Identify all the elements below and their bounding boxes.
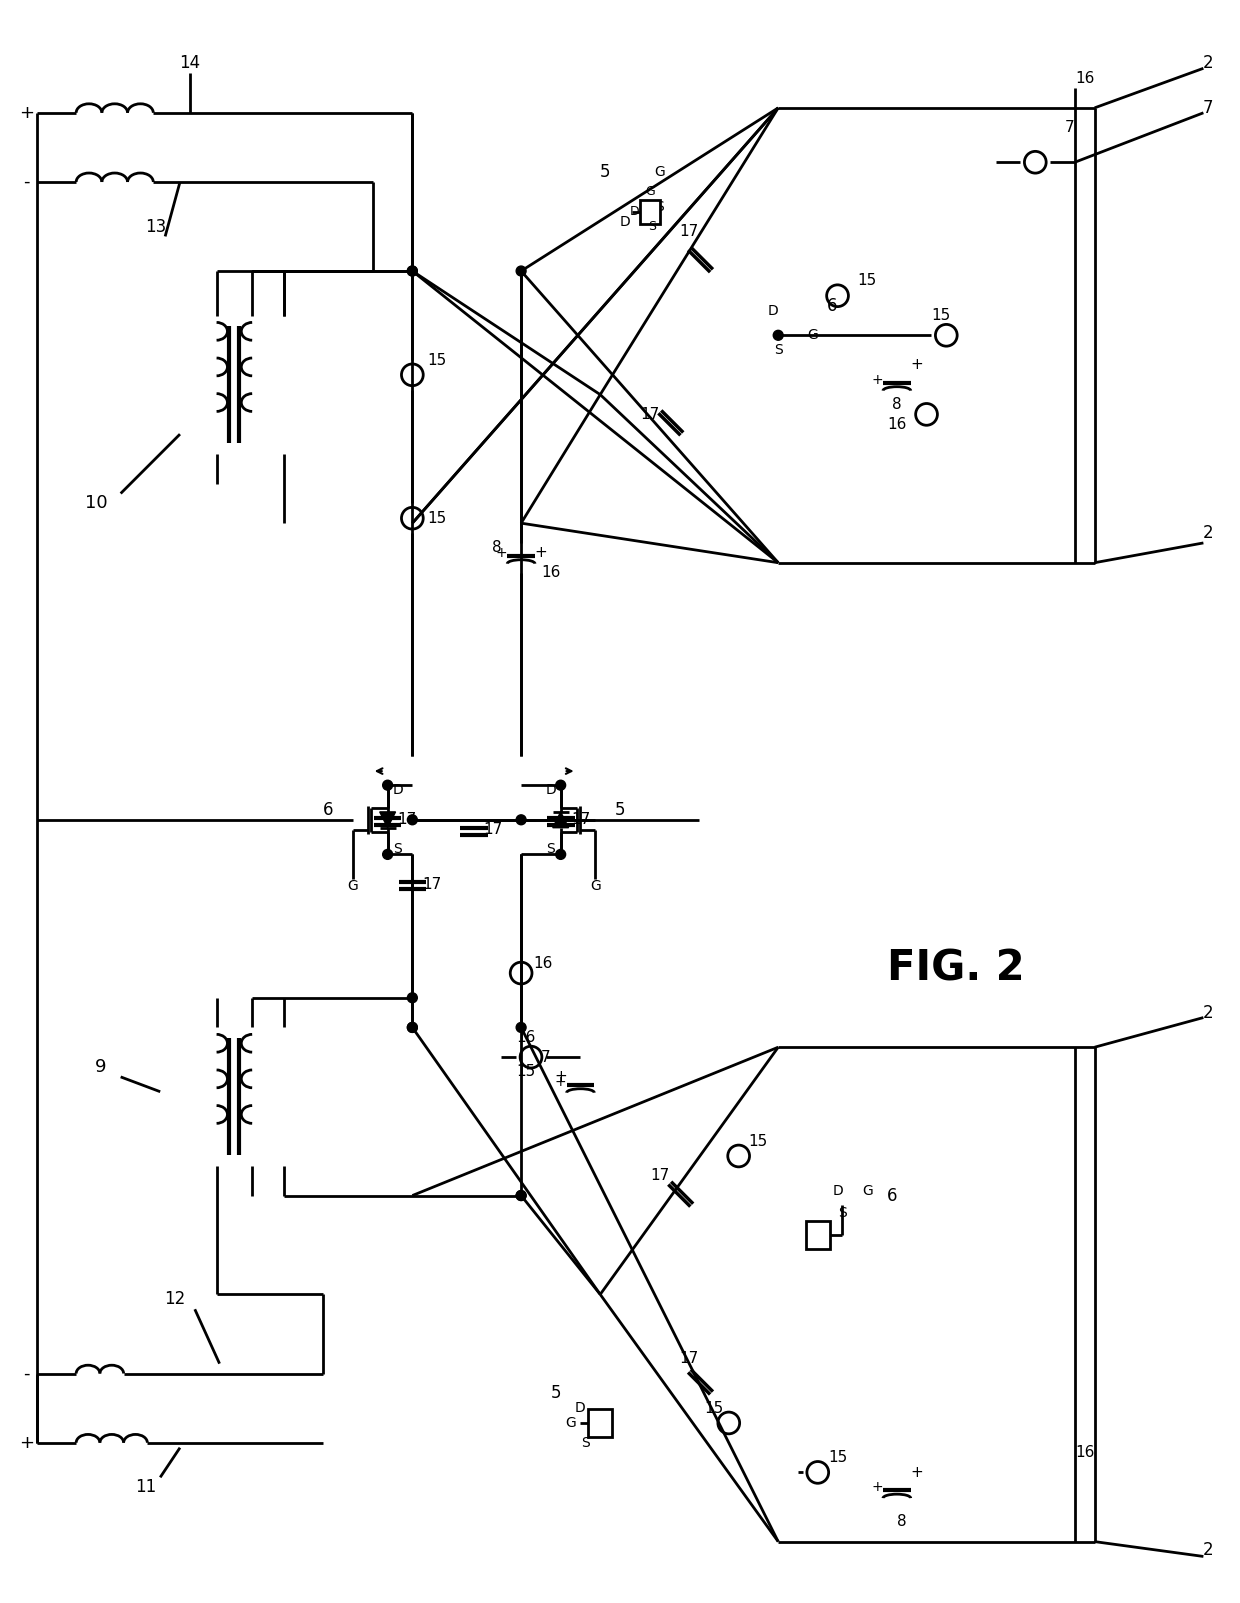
Text: S: S — [647, 220, 656, 232]
Text: D: D — [575, 1401, 585, 1415]
Text: G: G — [565, 1415, 575, 1430]
Text: S: S — [582, 1436, 590, 1449]
Text: 16: 16 — [1075, 1446, 1095, 1460]
Text: D: D — [392, 784, 403, 797]
Text: 16: 16 — [533, 955, 553, 971]
Text: 5: 5 — [551, 1385, 560, 1403]
Circle shape — [516, 1191, 526, 1201]
Text: D: D — [620, 215, 630, 229]
Text: S: S — [547, 843, 556, 856]
Text: 5: 5 — [600, 164, 610, 181]
Text: +: + — [910, 1465, 923, 1480]
Text: 12: 12 — [165, 1290, 186, 1308]
Circle shape — [516, 1191, 526, 1201]
Text: G: G — [807, 329, 818, 343]
Text: 15: 15 — [858, 274, 877, 289]
Circle shape — [408, 266, 418, 276]
Text: 7: 7 — [1203, 99, 1214, 117]
Text: 2: 2 — [1203, 1003, 1214, 1021]
Text: G: G — [590, 878, 600, 893]
Circle shape — [408, 1023, 418, 1032]
Text: G: G — [347, 878, 358, 893]
Text: +: + — [872, 1480, 883, 1494]
Polygon shape — [379, 811, 396, 827]
Text: 7: 7 — [541, 1050, 551, 1064]
Text: +: + — [20, 104, 35, 122]
Circle shape — [408, 992, 418, 1003]
Text: 8: 8 — [491, 540, 501, 555]
Text: 15: 15 — [428, 511, 446, 526]
Text: S: S — [393, 843, 402, 856]
Text: D: D — [832, 1183, 843, 1197]
Text: 15: 15 — [516, 1064, 536, 1079]
Text: 6: 6 — [887, 1186, 898, 1204]
Text: 17: 17 — [398, 813, 417, 827]
Text: +: + — [496, 545, 507, 559]
Text: 16: 16 — [887, 417, 906, 431]
Text: 11: 11 — [135, 1478, 156, 1496]
Text: 17: 17 — [650, 1169, 670, 1183]
Circle shape — [516, 266, 526, 276]
Text: 9: 9 — [95, 1058, 107, 1076]
Text: 17: 17 — [680, 224, 699, 239]
Text: +: + — [554, 1069, 567, 1084]
Text: 16: 16 — [1075, 71, 1095, 85]
Circle shape — [516, 814, 526, 824]
Text: 17: 17 — [423, 877, 441, 891]
Text: 8: 8 — [892, 398, 901, 412]
Text: -: - — [24, 1364, 30, 1382]
Text: 5: 5 — [615, 802, 625, 819]
Text: FIG. 2: FIG. 2 — [888, 947, 1025, 989]
Text: +: + — [910, 357, 923, 372]
Text: D: D — [546, 784, 557, 797]
Circle shape — [516, 1023, 526, 1032]
Text: +: + — [534, 545, 547, 561]
Text: 13: 13 — [145, 218, 166, 236]
Text: 15: 15 — [704, 1401, 724, 1415]
Text: G: G — [862, 1183, 873, 1197]
Text: 17: 17 — [484, 822, 503, 837]
Text: 2: 2 — [1203, 55, 1214, 72]
Text: 14: 14 — [180, 55, 201, 72]
FancyBboxPatch shape — [806, 1221, 830, 1249]
Text: S: S — [838, 1207, 847, 1220]
Text: 15: 15 — [828, 1451, 847, 1465]
Text: +: + — [872, 373, 883, 386]
Text: D: D — [768, 303, 779, 317]
Text: G: G — [645, 186, 655, 199]
Text: 8: 8 — [897, 1515, 906, 1529]
Text: +: + — [554, 1076, 567, 1088]
Circle shape — [408, 1023, 418, 1032]
Circle shape — [774, 330, 784, 340]
Text: 2: 2 — [1203, 1540, 1214, 1558]
FancyBboxPatch shape — [588, 1409, 613, 1436]
Polygon shape — [553, 811, 569, 827]
Text: S: S — [655, 200, 663, 213]
Text: 10: 10 — [84, 494, 107, 513]
Text: 7: 7 — [1065, 120, 1075, 135]
Circle shape — [408, 266, 418, 276]
Text: 6: 6 — [324, 802, 334, 819]
Text: 17: 17 — [640, 407, 660, 422]
FancyBboxPatch shape — [640, 200, 660, 223]
Text: S: S — [774, 343, 782, 357]
Text: 17: 17 — [680, 1351, 699, 1366]
Text: 16: 16 — [541, 566, 560, 580]
Circle shape — [556, 850, 565, 859]
Text: D: D — [630, 205, 640, 218]
Circle shape — [556, 781, 565, 790]
Text: 15: 15 — [428, 353, 446, 367]
Text: 15: 15 — [931, 308, 951, 324]
Text: -: - — [24, 173, 30, 191]
Circle shape — [383, 781, 393, 790]
Circle shape — [408, 814, 418, 824]
Text: 16: 16 — [516, 1029, 536, 1045]
Text: G: G — [655, 165, 665, 180]
Text: 15: 15 — [749, 1133, 768, 1149]
Text: 2: 2 — [1203, 524, 1214, 542]
Text: 17: 17 — [570, 813, 590, 827]
Text: +: + — [20, 1433, 35, 1452]
Text: 6: 6 — [827, 297, 838, 314]
Circle shape — [383, 850, 393, 859]
